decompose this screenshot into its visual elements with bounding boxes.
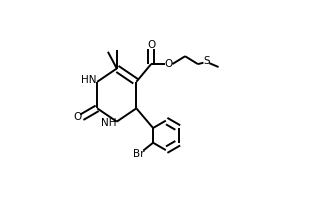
- Text: NH: NH: [101, 118, 117, 128]
- Text: S: S: [203, 56, 210, 66]
- Text: O: O: [147, 40, 155, 50]
- Text: O: O: [74, 112, 82, 122]
- Text: Br: Br: [133, 148, 144, 159]
- Text: O: O: [164, 59, 173, 69]
- Text: HN: HN: [81, 75, 96, 85]
